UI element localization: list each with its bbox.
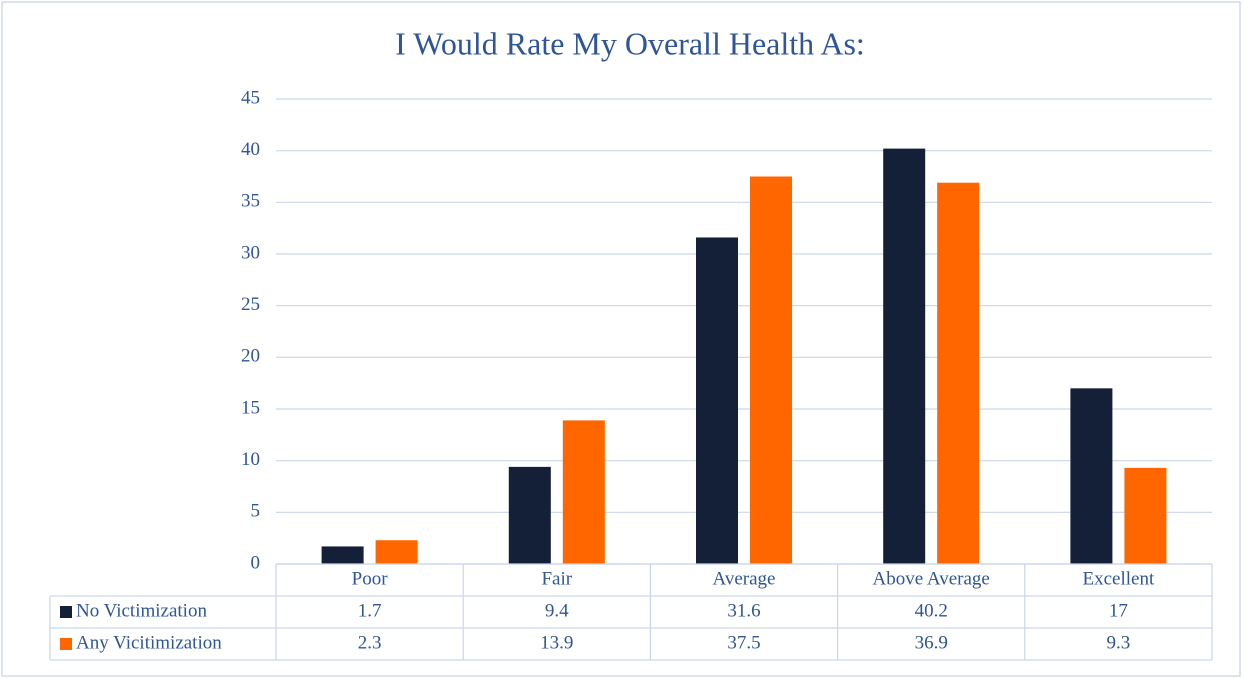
bar	[1124, 467, 1167, 564]
x-tick-label: Excellent	[1083, 568, 1155, 589]
table-value: 17	[1109, 600, 1128, 621]
x-tick-label: Average	[713, 568, 776, 589]
y-tick-label: 20	[241, 346, 260, 367]
table-value: 36.9	[915, 632, 948, 653]
y-tick-label: 25	[241, 294, 260, 315]
y-tick-label: 0	[251, 552, 261, 573]
table-value: 2.3	[358, 632, 382, 653]
legend-swatch	[60, 638, 72, 650]
legend-swatch	[60, 606, 72, 618]
bar	[1070, 388, 1113, 564]
table-value: 1.7	[358, 600, 382, 621]
bar	[750, 176, 792, 564]
table-value: 31.6	[727, 600, 760, 621]
bar	[696, 237, 738, 564]
y-tick-label: 5	[251, 501, 261, 522]
x-tick-label: Fair	[541, 568, 572, 589]
table-value: 13.9	[540, 632, 573, 653]
y-tick-label: 45	[241, 87, 260, 108]
x-tick-label: Above Average	[873, 568, 990, 589]
bar	[508, 466, 551, 564]
chart-title: I Would Rate My Overall Health As:	[395, 25, 865, 61]
legend-label: Any Vicitimization	[76, 632, 222, 653]
bar	[321, 546, 364, 564]
x-tick-label: Poor	[352, 568, 389, 589]
legend-label: No Victimization	[76, 600, 207, 621]
y-tick-label: 10	[241, 449, 260, 470]
y-tick-label: 15	[241, 397, 260, 418]
bar	[375, 540, 418, 564]
table-value: 40.2	[915, 600, 948, 621]
bar	[937, 182, 980, 564]
table-value: 9.4	[545, 600, 569, 621]
y-tick-label: 40	[241, 139, 260, 160]
table-value: 9.3	[1107, 632, 1131, 653]
y-tick-label: 30	[241, 242, 260, 263]
table-value: 37.5	[727, 632, 760, 653]
bar	[883, 148, 926, 564]
bar	[562, 420, 605, 564]
y-tick-label: 35	[241, 191, 260, 212]
